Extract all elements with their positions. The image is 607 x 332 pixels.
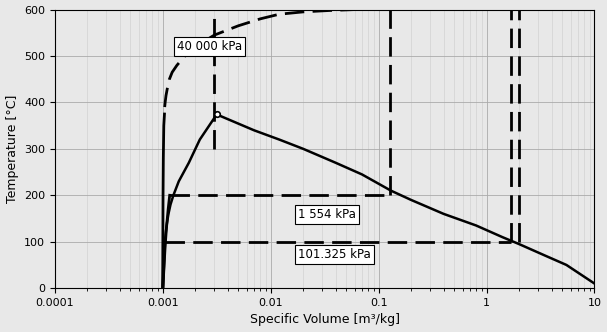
Text: 101.325 kPa: 101.325 kPa (298, 248, 371, 261)
Text: 1 554 kPa: 1 554 kPa (298, 208, 356, 221)
Text: 40 000 kPa: 40 000 kPa (177, 40, 242, 53)
X-axis label: Specific Volume [m³/kg]: Specific Volume [m³/kg] (249, 313, 399, 326)
Y-axis label: Temperature [°C]: Temperature [°C] (5, 95, 19, 203)
